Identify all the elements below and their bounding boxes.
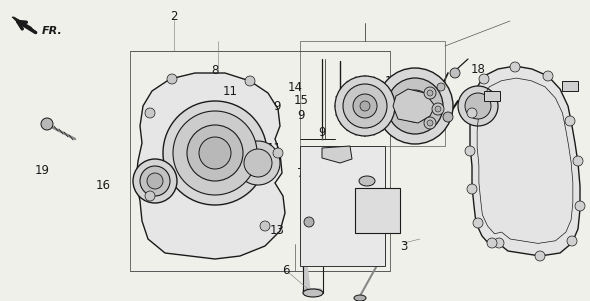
Ellipse shape	[399, 90, 431, 122]
Ellipse shape	[575, 201, 585, 211]
Text: 20: 20	[311, 162, 326, 175]
Text: 4: 4	[336, 210, 343, 223]
Text: 7: 7	[297, 166, 304, 180]
Ellipse shape	[343, 84, 387, 128]
Ellipse shape	[163, 101, 267, 205]
Bar	[484, 91, 500, 101]
Ellipse shape	[473, 218, 483, 228]
Ellipse shape	[359, 176, 375, 186]
Ellipse shape	[147, 173, 163, 189]
Ellipse shape	[432, 103, 444, 115]
Text: 17: 17	[196, 141, 211, 154]
Ellipse shape	[543, 71, 553, 81]
Polygon shape	[393, 89, 435, 123]
Ellipse shape	[535, 251, 545, 261]
Ellipse shape	[573, 156, 583, 166]
Text: 16: 16	[96, 178, 111, 192]
Ellipse shape	[304, 217, 314, 227]
Ellipse shape	[273, 148, 283, 158]
Text: 18: 18	[470, 63, 486, 76]
Ellipse shape	[435, 106, 441, 112]
Polygon shape	[470, 66, 580, 256]
Text: 11: 11	[222, 85, 238, 98]
Ellipse shape	[303, 289, 323, 297]
Text: 5: 5	[330, 185, 337, 198]
Text: 9: 9	[297, 109, 304, 123]
Ellipse shape	[424, 117, 436, 129]
Ellipse shape	[41, 118, 53, 130]
Ellipse shape	[354, 295, 366, 301]
Ellipse shape	[465, 93, 491, 119]
Ellipse shape	[437, 83, 445, 91]
Ellipse shape	[465, 146, 475, 156]
Ellipse shape	[565, 116, 575, 126]
Bar	[562, 81, 578, 91]
Text: 19: 19	[35, 163, 50, 177]
Text: 13: 13	[270, 224, 285, 237]
Ellipse shape	[145, 108, 155, 118]
Bar	[130, 51, 390, 271]
Ellipse shape	[467, 184, 477, 194]
Ellipse shape	[377, 68, 453, 144]
Text: 9: 9	[318, 126, 325, 139]
Text: 21: 21	[261, 157, 276, 171]
Polygon shape	[12, 17, 36, 33]
Text: 2: 2	[171, 10, 178, 23]
Text: 8: 8	[212, 64, 219, 77]
Ellipse shape	[427, 90, 433, 96]
Text: 15: 15	[293, 94, 309, 107]
Ellipse shape	[567, 236, 577, 246]
Ellipse shape	[467, 108, 477, 118]
Ellipse shape	[479, 74, 489, 84]
Ellipse shape	[387, 78, 443, 134]
Ellipse shape	[360, 101, 370, 111]
Ellipse shape	[145, 191, 155, 201]
Text: 18: 18	[385, 75, 400, 88]
Text: 6: 6	[283, 264, 290, 278]
Ellipse shape	[443, 112, 453, 122]
Polygon shape	[322, 146, 352, 163]
Polygon shape	[136, 73, 285, 259]
Bar	[300, 41, 445, 146]
Text: 10: 10	[228, 111, 244, 124]
Ellipse shape	[260, 221, 270, 231]
Bar	[300, 146, 385, 266]
Ellipse shape	[510, 62, 520, 72]
Ellipse shape	[424, 87, 436, 99]
Ellipse shape	[427, 120, 433, 126]
Text: 11: 11	[267, 142, 282, 156]
Text: 14: 14	[287, 81, 303, 94]
Ellipse shape	[133, 159, 177, 203]
Ellipse shape	[173, 111, 257, 195]
Ellipse shape	[140, 166, 170, 196]
Ellipse shape	[353, 94, 377, 118]
Ellipse shape	[450, 68, 460, 78]
Ellipse shape	[236, 141, 280, 185]
Text: 3: 3	[401, 240, 408, 253]
Ellipse shape	[245, 76, 255, 86]
Ellipse shape	[187, 125, 243, 181]
Ellipse shape	[244, 149, 272, 177]
Ellipse shape	[335, 76, 395, 136]
Ellipse shape	[167, 74, 177, 84]
Text: 9: 9	[274, 100, 281, 113]
Text: 12: 12	[317, 145, 332, 159]
Ellipse shape	[458, 86, 498, 126]
Ellipse shape	[494, 238, 504, 248]
Ellipse shape	[487, 238, 497, 248]
Ellipse shape	[199, 137, 231, 169]
Bar	[355, 188, 400, 233]
Text: FR.: FR.	[42, 26, 63, 36]
Text: 11: 11	[196, 130, 211, 144]
